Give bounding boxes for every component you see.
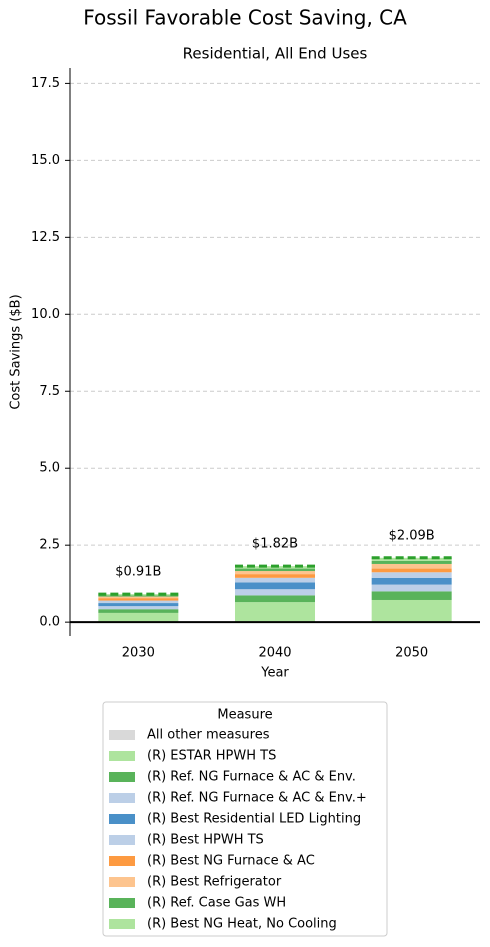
chart-subtitle: Residential, All End Uses: [183, 45, 368, 63]
bar-segment: [235, 571, 315, 575]
legend-title: Measure: [217, 708, 272, 723]
legend-swatch: [109, 898, 135, 908]
bar-segment: [371, 572, 452, 578]
legend-label: (R) Best NG Heat, No Cooling: [147, 917, 337, 932]
y-tick-label: 2.5: [39, 538, 60, 553]
total-label: $2.09B: [389, 528, 435, 543]
legend-label: (R) ESTAR HPWH TS: [147, 749, 276, 764]
legend-label: (R) Ref. Case Gas WH: [147, 896, 286, 911]
total-label: $0.91B: [115, 565, 161, 580]
bar-segment: [235, 602, 315, 623]
legend-swatch: [109, 814, 135, 824]
bar-segment: [371, 599, 452, 623]
legend-label: (R) Best HPWH TS: [147, 833, 264, 848]
bar-segment: [98, 596, 179, 599]
bar-segment: [98, 600, 179, 604]
y-axis-label: Cost Savings ($B): [9, 294, 24, 409]
y-tick-label: 0.0: [39, 615, 60, 630]
y-tick-label: 15.0: [31, 153, 60, 168]
legend-swatch: [109, 919, 135, 929]
bar-segment: [235, 595, 315, 603]
legend-label: (R) Best Residential LED Lighting: [147, 812, 361, 827]
legend-swatch: [109, 751, 135, 761]
bar-segment: [235, 577, 315, 583]
bar-segment: [98, 612, 179, 623]
x-tick-label: 2040: [258, 646, 291, 661]
x-tick-label: 2030: [122, 646, 155, 661]
legend-swatch: [109, 877, 135, 887]
legend-label: (R) Ref. NG Furnace & AC & Env.: [147, 770, 356, 785]
bar-segment: [371, 577, 452, 585]
bar-segment: [98, 609, 179, 613]
bar-segment: [235, 574, 315, 578]
y-tick-label: 17.5: [31, 76, 60, 91]
bar-segment: [371, 568, 452, 573]
legend-label: All other measures: [147, 728, 270, 743]
y-tick-label: 5.0: [39, 461, 60, 476]
total-label: $1.82B: [252, 537, 298, 552]
chart-title: Fossil Favorable Cost Saving, CA: [83, 6, 407, 30]
bar-segment: [371, 584, 452, 592]
bar-segment: [98, 606, 179, 610]
x-tick-label: 2050: [395, 646, 428, 661]
y-tick-label: 10.0: [31, 307, 60, 322]
bar-segment: [235, 589, 315, 596]
bar-segment: [235, 582, 315, 590]
legend-label: (R) Best Refrigerator: [147, 875, 282, 890]
bar-segment: [371, 591, 452, 600]
y-tick-label: 7.5: [39, 384, 60, 399]
bar-segment: [235, 568, 315, 572]
legend-swatch: [109, 772, 135, 782]
bar-segment: [371, 560, 452, 564]
bar-segment: [371, 563, 452, 569]
legend-swatch: [109, 793, 135, 803]
legend-swatch: [109, 835, 135, 845]
legend-box: [102, 701, 388, 937]
bar-segment: [98, 603, 179, 607]
y-tick-label: 12.5: [31, 230, 60, 245]
bar-segment: [98, 595, 179, 597]
legend-label: (R) Best NG Furnace & AC: [147, 854, 315, 869]
legend-swatch: [109, 730, 135, 740]
bar-segment: [98, 598, 179, 601]
legend-label: (R) Ref. NG Furnace & AC & Env.+: [147, 791, 367, 806]
legend-swatch: [109, 856, 135, 866]
bar-segment: [371, 557, 452, 561]
x-axis-label: Year: [260, 666, 289, 681]
